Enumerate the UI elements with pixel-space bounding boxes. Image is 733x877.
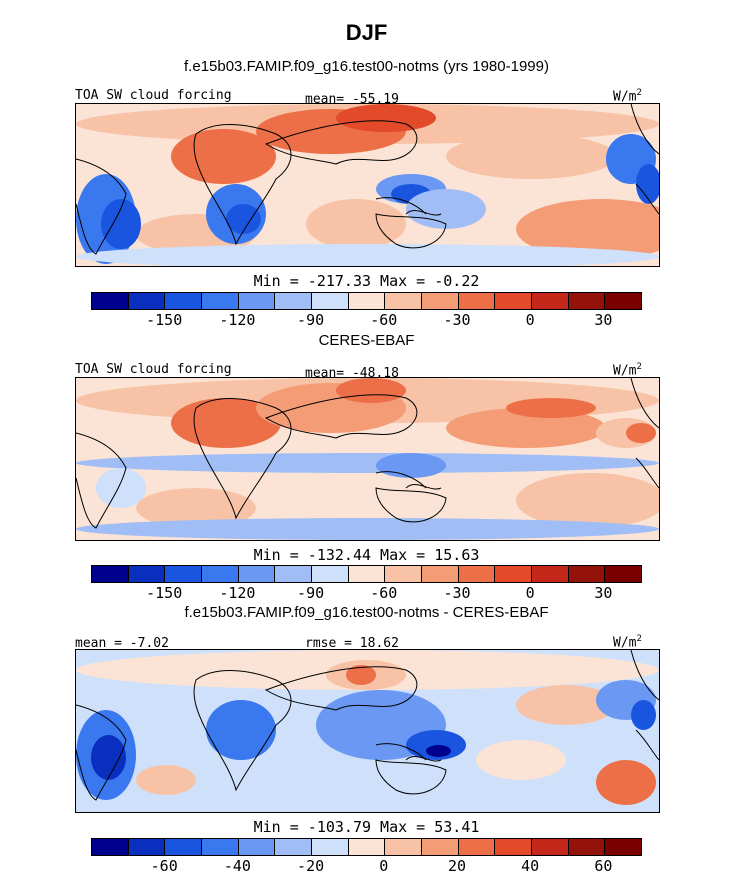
colorbar-bin [568,566,606,582]
panel-2-map [75,377,660,541]
colorbar-tick-label: 20 [447,857,467,875]
colorbar-bin [385,293,423,309]
colorbar-tick-label: 40 [521,857,540,875]
colorbar-tick-label: -150 [146,311,183,329]
colorbar-bin [605,293,642,309]
colorbar-tick-label: 0 [525,311,535,329]
panel-2-field-label: TOA SW cloud forcing [75,362,232,377]
colorbar-tick-label: -90 [297,584,325,602]
panel-3-map [75,649,660,813]
panel-2-units: W/m2 [613,362,642,379]
panel-3-field [76,650,659,812]
colorbar-bin [568,839,606,855]
panel-1-colorbar [91,292,642,310]
colorbar-bin [165,293,203,309]
colorbar-tick-label: 0 [379,857,389,875]
colorbar-bin [128,566,166,582]
colorbar-tick-label: -60 [150,857,178,875]
colorbar-tick-label: 0 [525,584,535,602]
colorbar-tick-label: -120 [219,584,256,602]
colorbar-bin [312,839,349,855]
panel-3-rmse-label: rmse = 18.62 [305,636,399,651]
colorbar-bin [605,566,642,582]
colorbar-tick-label: -30 [443,311,471,329]
panel-2-field [76,378,659,540]
colorbar-bin [128,293,166,309]
panel-2-subtitle: CERES-EBAF [318,332,415,349]
panel-2-minmax: Min = -132.44 Max = 15.63 [253,546,480,564]
colorbar-bin [202,293,239,309]
colorbar-tick-label: -120 [219,311,256,329]
colorbar-bin [275,293,313,309]
colorbar-tick-label: -20 [297,857,325,875]
colorbar-bin [495,566,533,582]
colorbar-bin [458,566,496,582]
colorbar-bin [532,566,569,582]
colorbar-bin [385,839,423,855]
panel-1-minmax: Min = -217.33 Max = -0.22 [253,272,480,290]
colorbar-bin [458,293,496,309]
colorbar-bin [532,293,569,309]
panel-2-colorbar [91,565,642,583]
colorbar-tick-label: 30 [594,584,613,602]
colorbar-tick-label: -150 [146,584,183,602]
colorbar-tick-label: -90 [297,311,325,329]
colorbar-bin [92,566,129,582]
colorbar-bin [238,839,276,855]
colorbar-bin [532,839,569,855]
colorbar-bin [385,566,423,582]
colorbar-bin [348,566,386,582]
colorbar-bin [92,839,129,855]
colorbar-bin [348,293,386,309]
colorbar-tick-label: 30 [594,311,613,329]
colorbar-bin [568,293,606,309]
colorbar-bin [165,566,203,582]
colorbar-tick-label: 60 [594,857,613,875]
panel-3-colorbar-ticks: -60 -40 -20 0 20 40 60 [91,857,642,875]
colorbar-bin [238,293,276,309]
colorbar-tick-label: -60 [370,311,398,329]
colorbar-bin [348,839,386,855]
colorbar-tick-label: -30 [443,584,471,602]
colorbar-bin [312,566,349,582]
colorbar-bin [495,293,533,309]
panel-1-map [75,103,660,267]
colorbar-bin [238,566,276,582]
colorbar-bin [458,839,496,855]
colorbar-bin [275,566,313,582]
colorbar-bin [605,839,642,855]
panel-1-subtitle: f.e15b03.FAMIP.f09_g16.test00-notms (yrs… [184,58,549,75]
colorbar-bin [202,566,239,582]
colorbar-bin [275,839,313,855]
panel-1-units: W/m2 [613,88,642,105]
colorbar-bin [165,839,203,855]
panel-3-minmax: Min = -103.79 Max = 53.41 [253,818,480,836]
colorbar-tick-label: -40 [223,857,251,875]
panel-1-field-label: TOA SW cloud forcing [75,88,232,103]
colorbar-bin [495,839,533,855]
colorbar-bin [422,293,459,309]
panel-1-field [76,104,659,266]
panel-3-colorbar [91,838,642,856]
colorbar-bin [312,293,349,309]
colorbar-bin [422,566,459,582]
colorbar-bin [202,839,239,855]
colorbar-bin [422,839,459,855]
panel-3-subtitle: f.e15b03.FAMIP.f09_g16.test00-notms - CE… [184,604,549,621]
colorbar-tick-label: -60 [370,584,398,602]
panel-2-colorbar-ticks: -150 -120 -90 -60 -30 0 30 [91,584,642,602]
panel-3-mean-label: mean = -7.02 [75,636,169,651]
colorbar-bin [128,839,166,855]
colorbar-bin [92,293,129,309]
panel-3-units: W/m2 [613,634,642,651]
panel-1-colorbar-ticks: -150 -120 -90 -60 -30 0 30 [91,311,642,329]
main-title: DJF [345,20,388,45]
